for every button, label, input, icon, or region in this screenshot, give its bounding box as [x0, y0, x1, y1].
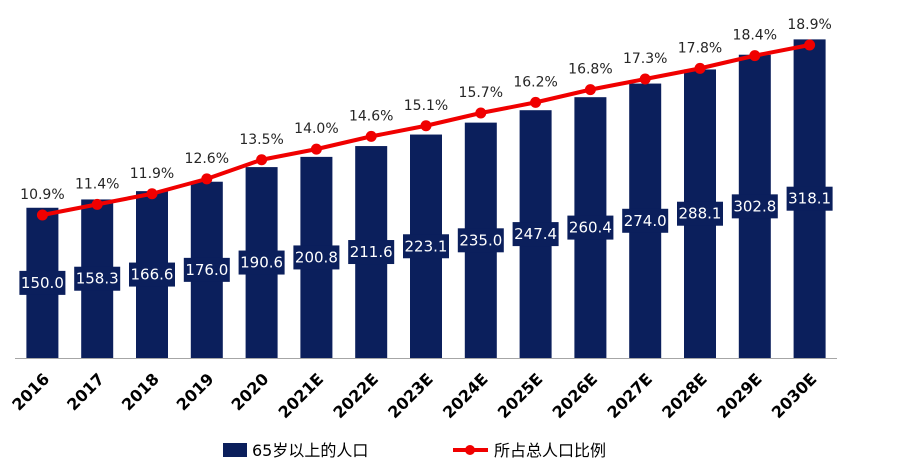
bar-label-bg-2022E — [348, 240, 395, 265]
bar-label-bg-2018 — [129, 262, 175, 287]
x-tick-2023E: 2023E — [384, 369, 437, 422]
bar-value-label-2021E: 200.8 — [295, 248, 338, 266]
bar-value-label-2023E: 223.1 — [405, 237, 448, 255]
pct-label-2016: 10.9% — [20, 187, 64, 203]
pct-label-2025E: 16.2% — [513, 74, 557, 90]
bars-layer — [26, 39, 826, 359]
pct-label-2018: 11.9% — [130, 166, 174, 182]
pct-label-2021E: 14.0% — [294, 121, 338, 137]
pct-label-2017: 11.4% — [75, 176, 119, 192]
bar-label-bg-2020 — [238, 250, 285, 275]
line-point-2019 — [201, 173, 213, 185]
labels-layer: 150.0 10.9% 158.3 11.4% 166.6 11.9% 176.0 12.6%… — [19, 17, 833, 295]
pct-label-2024E: 15.7% — [459, 85, 503, 101]
x-tick-2025E: 2025E — [494, 369, 547, 422]
pct-label-2022E: 14.6% — [349, 108, 393, 124]
pct-label-2030E: 18.9% — [787, 17, 831, 33]
bar-label-bg-2027E — [622, 208, 669, 233]
pct-label-2028E: 17.8% — [678, 40, 722, 56]
line-point-2028E — [694, 62, 706, 74]
bar-label-bg-2030E — [786, 186, 833, 211]
bar-value-label-2029E: 302.8 — [733, 197, 776, 215]
legend-line-marker — [465, 445, 475, 455]
bar-value-label-2019: 176.0 — [185, 261, 228, 279]
x-tick-2018: 2018 — [118, 369, 163, 414]
x-tick-2017: 2017 — [63, 369, 108, 414]
bar-value-label-2022E: 211.6 — [350, 243, 393, 261]
bar-value-label-2030E: 318.1 — [788, 190, 831, 208]
bar-label-bg-2026E — [567, 215, 614, 240]
legend: 65岁以上的人口 所占总人口比例 — [223, 441, 606, 460]
bar-label-bg-2019 — [183, 257, 230, 282]
bar-value-label-2026E: 260.4 — [569, 219, 612, 237]
pct-label-2020: 13.5% — [239, 132, 283, 148]
bar-value-label-2027E: 274.0 — [624, 212, 667, 230]
line-point-2030E — [804, 39, 816, 51]
line-point-2017 — [91, 198, 103, 210]
line-point-2020 — [256, 154, 268, 166]
bar-label-bg-2025E — [512, 222, 559, 247]
bar-value-label-2016: 150.0 — [21, 274, 64, 292]
x-tick-2029E: 2029E — [713, 369, 766, 422]
bar-label-bg-2023E — [403, 234, 449, 259]
pct-label-2023E: 15.1% — [404, 98, 448, 114]
pct-label-2026E: 16.8% — [568, 62, 612, 78]
x-tick-2022E: 2022E — [329, 369, 382, 422]
legend-bar-label: 65岁以上的人口 — [252, 441, 368, 460]
pct-label-2019: 12.6% — [185, 151, 229, 167]
bar-value-label-2025E: 247.4 — [514, 225, 557, 243]
x-tick-2027E: 2027E — [603, 369, 656, 422]
line-point-2022E — [365, 130, 377, 142]
bar-value-label-2018: 166.6 — [131, 266, 174, 284]
ticks-layer: 2016 2017 2018 2019 2020 2021E 2022E 2023E 2024E… — [8, 369, 820, 422]
line-point-2024E — [475, 107, 487, 119]
line-point-2027E — [639, 73, 651, 85]
line-point-2025E — [530, 96, 542, 108]
x-tick-2016: 2016 — [8, 369, 53, 414]
bar-label-bg-2029E — [731, 194, 778, 219]
line-point-2021E — [310, 143, 322, 155]
bar-value-label-2017: 158.3 — [76, 270, 119, 288]
x-tick-2026E: 2026E — [549, 369, 602, 422]
bar-label-bg-2017 — [74, 266, 121, 291]
pct-label-2029E: 18.4% — [733, 28, 777, 44]
line-layer — [36, 39, 816, 221]
line-point-2023E — [420, 120, 432, 132]
legend-bar-swatch — [223, 443, 247, 457]
line-point-2026E — [584, 84, 596, 96]
x-tick-2021E: 2021E — [275, 369, 328, 422]
legend-line-label: 所占总人口比例 — [494, 441, 606, 460]
x-tick-2030E: 2030E — [768, 369, 821, 422]
bar-label-bg-2024E — [457, 228, 504, 253]
x-tick-2019: 2019 — [173, 369, 218, 414]
bar-value-label-2028E: 288.1 — [679, 205, 722, 223]
line-point-2016 — [36, 209, 48, 221]
bar-label-bg-2028E — [677, 201, 723, 226]
x-tick-2024E: 2024E — [439, 369, 492, 422]
x-tick-2020: 2020 — [228, 369, 273, 414]
pct-label-2027E: 17.3% — [623, 51, 667, 67]
x-tick-2028E: 2028E — [658, 369, 711, 422]
bar-label-bg-2021E — [293, 245, 340, 270]
bar-label-bg-2016 — [19, 270, 66, 295]
bar-value-label-2024E: 235.0 — [459, 231, 502, 249]
bar-value-label-2020: 190.6 — [240, 254, 283, 272]
line-point-2018 — [146, 188, 158, 200]
line-point-2029E — [749, 50, 761, 62]
